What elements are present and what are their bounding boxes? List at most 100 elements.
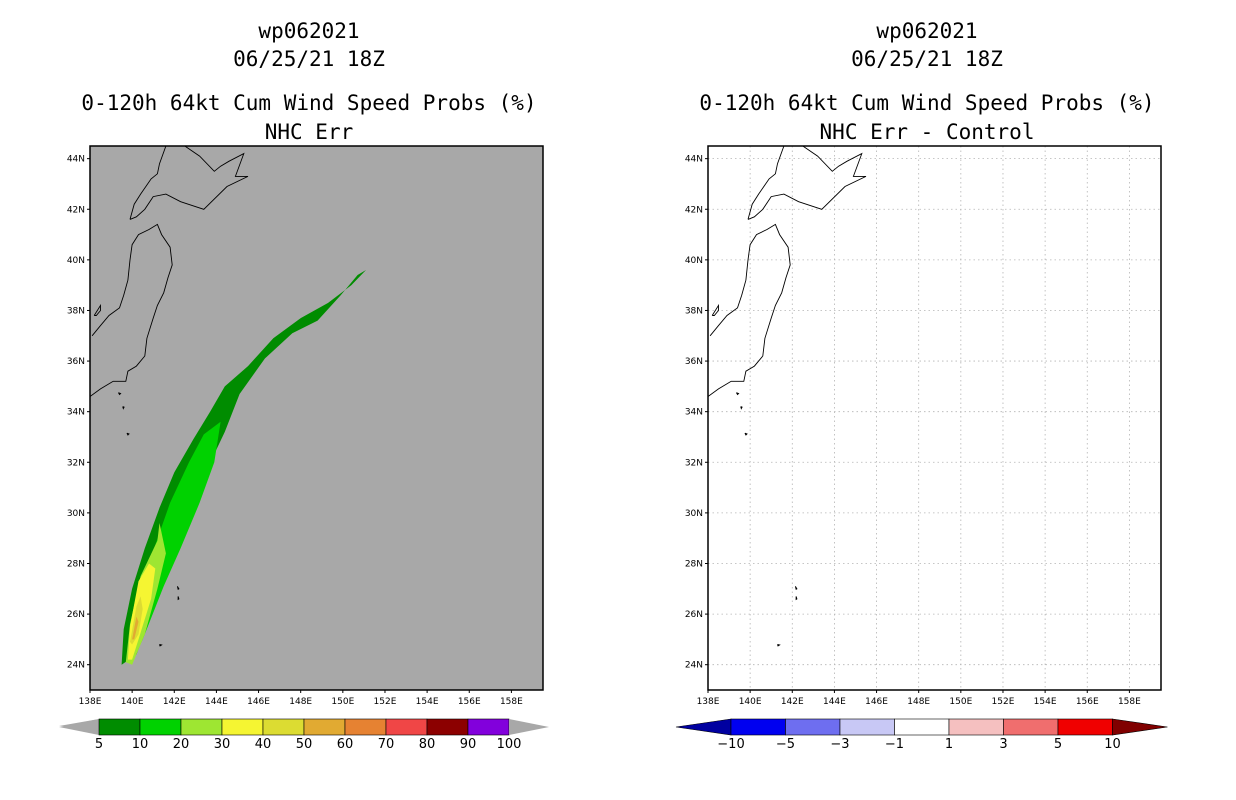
- colorbar-label: 30: [214, 737, 231, 752]
- coastline-sado-island: [93, 303, 101, 316]
- colorbar-label: 90: [460, 737, 477, 752]
- right-panel: wp062021 06/25/21 18Z 0-120h 64kt Cum Wi…: [618, 0, 1236, 800]
- coastline-ogasawara-1: [176, 586, 180, 591]
- lon-tick-label: 154E: [1034, 697, 1057, 707]
- right-difference-map: 44N 42N 40N 38N 36N 34N 32N 30N 28N 26N 24N 138E 140…: [675, 145, 1168, 752]
- coastline-izu-islands-2: [122, 406, 125, 410]
- colorbar-swatch: [262, 718, 305, 736]
- lon-tick-label: 144E: [205, 697, 228, 707]
- coastline-ogasawara-2: [177, 596, 180, 601]
- coastline-izu-islands-3: [126, 432, 130, 436]
- lat-tick-label: 36N: [685, 357, 703, 367]
- lat-tick-label: 30N: [67, 509, 85, 519]
- lon-tick-label: 142E: [781, 697, 804, 707]
- colorbar-label: 3: [999, 737, 1007, 752]
- lat-tick-label: 36N: [67, 357, 85, 367]
- colorbar-label: 10: [1104, 737, 1121, 752]
- colorbar-label: −10: [717, 737, 744, 752]
- lat-tick-label: 44N: [67, 155, 85, 165]
- colorbar-label: 70: [378, 737, 395, 752]
- left-subtitle: NHC Err: [264, 120, 354, 144]
- colorbar-swatch: [344, 718, 387, 736]
- coastline-hokkaido: [747, 146, 867, 220]
- lon-tick-label: 140E: [739, 697, 762, 707]
- lon-tick-label: 150E: [331, 697, 354, 707]
- colorbar-label: 50: [296, 737, 313, 752]
- coastline-ogasawara-2: [795, 596, 798, 601]
- lon-tick-label: 154E: [416, 697, 439, 707]
- lat-tick-label: 42N: [685, 205, 703, 215]
- left-datetime: 06/25/21 18Z: [233, 47, 385, 71]
- lat-tick-label: 34N: [685, 408, 703, 418]
- colorbar-label: 10: [132, 737, 149, 752]
- colorbar-label: 20: [173, 737, 190, 752]
- lat-tick-label: 32N: [67, 458, 85, 468]
- colorbar-swatch: [426, 718, 469, 736]
- lon-tick-label: 152E: [374, 697, 397, 707]
- lat-tick-label: 34N: [67, 408, 85, 418]
- lat-tick-label: 30N: [685, 509, 703, 519]
- colorbar-swatch: [303, 718, 346, 736]
- lat-tick-label: 38N: [67, 306, 85, 316]
- left-storm-id: wp062021: [258, 19, 360, 43]
- lat-tick-label: 24N: [685, 661, 703, 671]
- coastline-hokkaido: [129, 146, 249, 220]
- colorbar-label: −1: [885, 737, 904, 752]
- colorbar-swatch: [139, 718, 182, 736]
- lon-tick-label: 142E: [163, 697, 186, 707]
- lon-tick-label: 156E: [1076, 697, 1099, 707]
- right-product-title: 0-120h 64kt Cum Wind Speed Probs (%): [699, 91, 1155, 115]
- lat-tick-label: 26N: [67, 610, 85, 620]
- left-product-title: 0-120h 64kt Cum Wind Speed Probs (%): [81, 91, 537, 115]
- left-panel: wp062021 06/25/21 18Z 0-120h 64kt Cum Wi…: [59, 19, 549, 752]
- coastline-honshu: [90, 223, 173, 397]
- lon-tick-label: 146E: [865, 697, 888, 707]
- lon-tick-label: 156E: [458, 697, 481, 707]
- colorbar-label: 100: [497, 737, 522, 752]
- lat-tick-label: 38N: [685, 306, 703, 316]
- lat-tick-label: 40N: [685, 256, 703, 266]
- map-frame: [707, 145, 1162, 691]
- lon-tick-label: 148E: [907, 697, 930, 707]
- lon-tick-label: 152E: [992, 697, 1015, 707]
- lat-tick-label: 26N: [685, 610, 703, 620]
- colorbar-swatch: [730, 718, 786, 736]
- colorbar-swatch: [221, 718, 264, 736]
- lon-tick-label: 146E: [247, 697, 270, 707]
- coastline-izu-islands-1: [118, 392, 122, 396]
- colorbar-swatch: [180, 718, 223, 736]
- lon-tick-label: 158E: [1118, 697, 1141, 707]
- coastline-sado-island: [711, 303, 719, 316]
- colorbar-low-arrow-fill: [59, 719, 99, 735]
- colorbar-swatch: [98, 718, 141, 736]
- map-background: [708, 146, 1161, 690]
- lon-tick-label: 140E: [121, 697, 144, 707]
- colorbar-swatch: [1057, 718, 1113, 736]
- right-subtitle: NHC Err - Control: [819, 120, 1035, 144]
- coastline-iwo-jima: [159, 644, 163, 647]
- lon-tick-label: 144E: [823, 697, 846, 707]
- probability-colorbar: 5 10 20 30 40 50 60 70 80 90 100: [59, 718, 549, 752]
- coastline-iwo-jima: [777, 644, 781, 647]
- map-frame: [89, 145, 544, 691]
- coastline-ogasawara-1: [794, 586, 798, 591]
- colorbar-high-arrow: [509, 719, 549, 735]
- colorbar-swatch: [894, 718, 950, 736]
- lon-tick-label: 148E: [289, 697, 312, 707]
- coastline-izu-islands-1: [736, 392, 740, 396]
- colorbar-swatch: [467, 718, 510, 736]
- lon-tick-label: 138E: [697, 697, 720, 707]
- lat-tick-label: 32N: [685, 458, 703, 468]
- colorbar-label: 5: [95, 737, 103, 752]
- colorbar-label: 60: [337, 737, 354, 752]
- difference-colorbar: −10 −5 −3 −1 1 3 5 10: [675, 718, 1168, 752]
- colorbar-label: −5: [776, 737, 795, 752]
- lat-tick-label: 28N: [685, 559, 703, 569]
- coastline-izu-islands-3: [744, 432, 748, 436]
- colorbar-swatch: [785, 718, 841, 736]
- map-background: [90, 146, 543, 690]
- colorbar-swatch: [385, 718, 428, 736]
- colorbar-label: 40: [255, 737, 272, 752]
- left-probability-map: 44N 42N 40N 38N 36N 34N 32N 30N 28N 26N 24N 138E 140…: [59, 145, 549, 752]
- lat-tick-label: 28N: [67, 559, 85, 569]
